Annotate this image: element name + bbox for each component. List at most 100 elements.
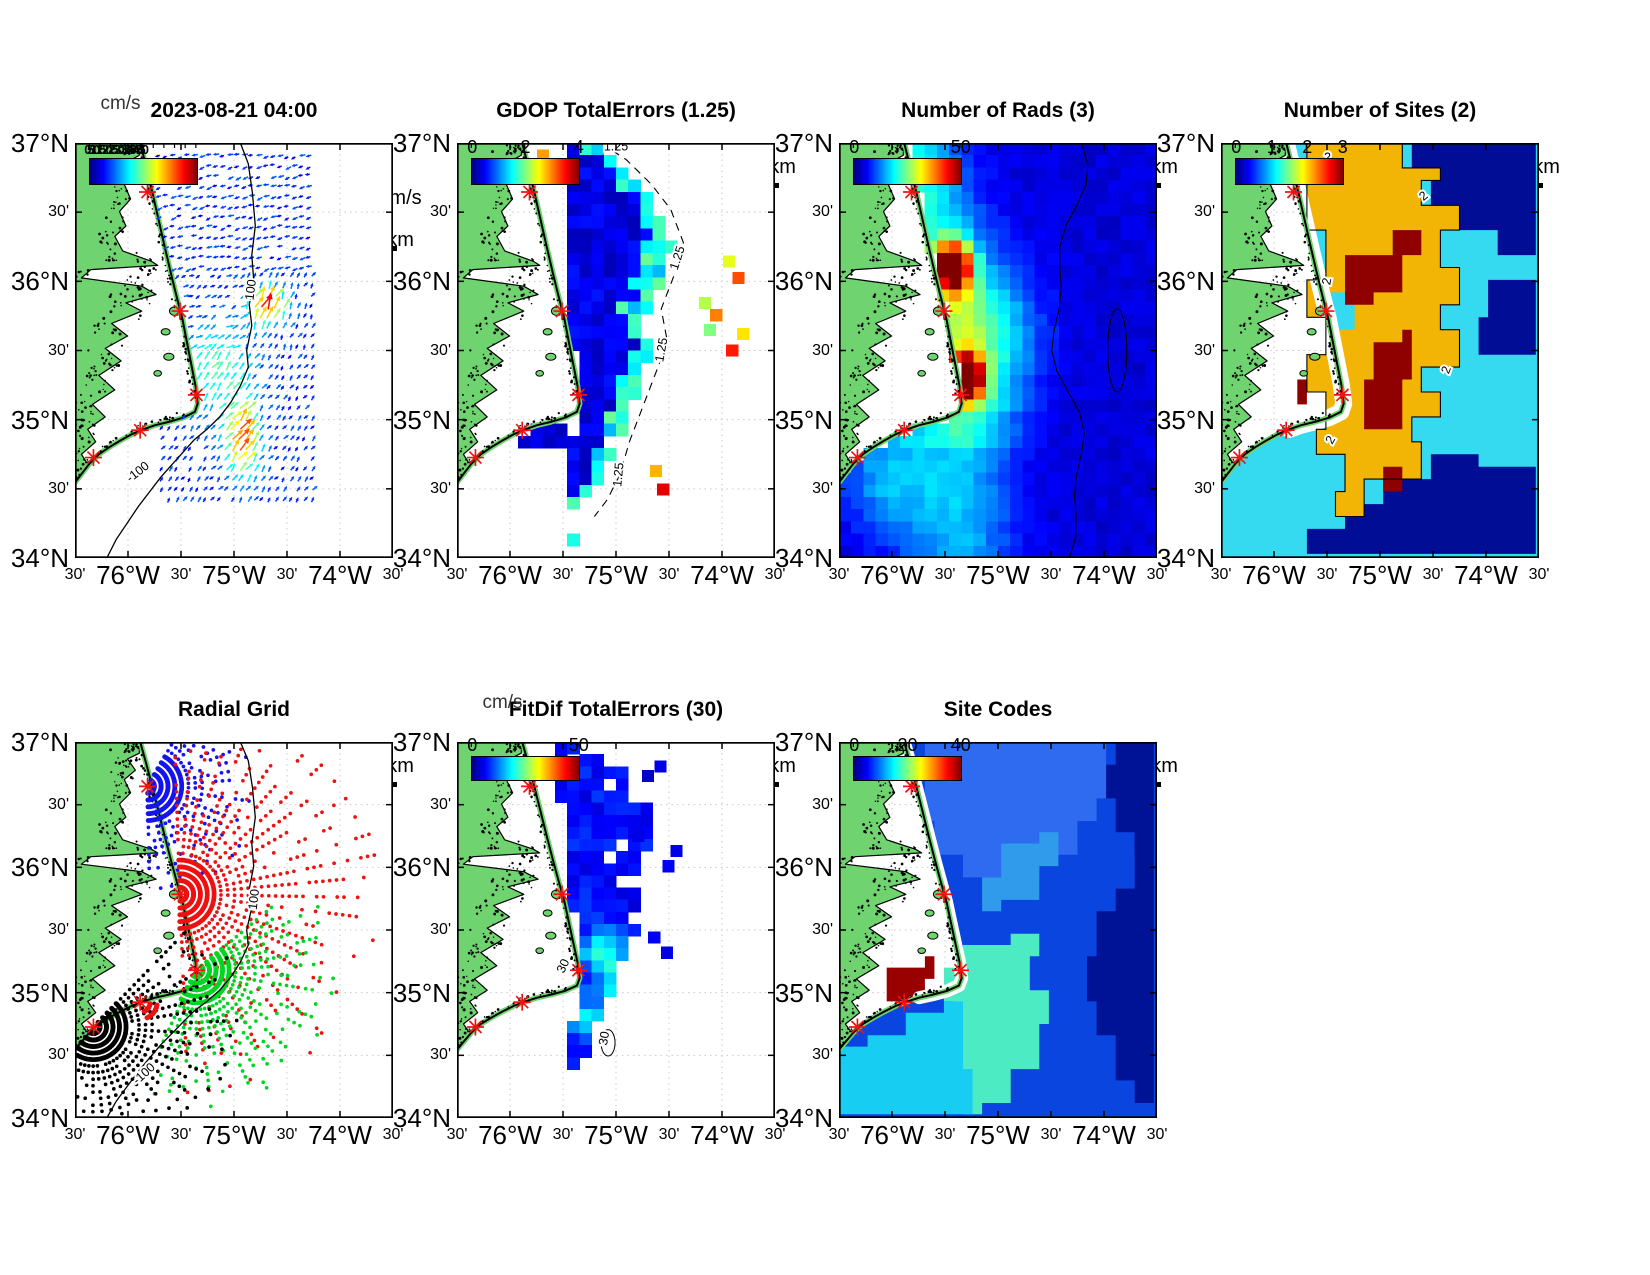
panel-title: Radial Grid <box>177 698 291 721</box>
x-axis-tick-label: 30' <box>764 1126 786 1143</box>
colorbar-tick-label: 2 <box>520 136 531 157</box>
x-axis-tick-label: 30' <box>64 1126 86 1143</box>
colorbar-tick-label: 50 <box>568 734 589 755</box>
panel-number-of-rads: Number of Rads (3) 10 km 05037°N30'36°N3… <box>775 99 1178 589</box>
number-of-sites-map: 22222 <box>1221 143 1539 558</box>
contour-label: 1.25 <box>610 462 626 488</box>
y-axis-tick-label: 37°N <box>774 727 833 757</box>
colorbar-tick-label: 0 <box>1231 136 1242 157</box>
colorbar-tick-label: 40 <box>950 734 971 755</box>
x-axis-tick-label: 30' <box>1146 1126 1168 1143</box>
y-axis-tick-label: 30' <box>1194 479 1215 497</box>
y-axis-tick-label: 36°N <box>1156 266 1215 297</box>
panel-site-codes: Site Codes 10 km 0204037°N30'36°N30'35°N… <box>775 698 1178 1149</box>
y-axis-tick-label: 36°N <box>392 266 451 297</box>
colorbar-tick-label: 4 <box>573 136 584 157</box>
radar-site-markers <box>848 183 969 467</box>
x-axis-tick-label: 30' <box>828 1126 850 1143</box>
x-axis-tick-label: 30' <box>658 1126 680 1143</box>
grid-lines <box>75 143 393 558</box>
x-axis-tick-label: 76°W <box>860 560 924 590</box>
y-axis-tick-label: 35°N <box>392 977 451 1008</box>
y-axis-tick-label: 30' <box>812 203 833 221</box>
coastline-land <box>1221 143 1347 486</box>
y-axis-tick-label: 35°N <box>10 977 69 1008</box>
y-axis-tick-label: 30' <box>48 1046 69 1064</box>
y-axis-tick-label: 34°N <box>10 1103 69 1133</box>
x-axis-tick-label: 30' <box>446 1126 468 1143</box>
x-axis-tick-label: 30' <box>446 566 468 583</box>
x-axis-tick-label: 30' <box>64 566 86 583</box>
y-axis-tick-label: 34°N <box>392 1103 451 1133</box>
y-axis-tick-label: 30' <box>812 921 833 938</box>
contour-label: 2 <box>1324 151 1331 165</box>
panel-gdop-total-errors: GDOP TotalErrors (1.25) 10 km 1.251.251.… <box>393 99 796 589</box>
y-axis-tick-label: 30' <box>812 795 833 813</box>
panel-title: Number of Sites (2) <box>1283 99 1477 122</box>
colorbar-tick-label: 50 <box>950 136 971 157</box>
colorbar: 0 20 40 <box>849 735 971 781</box>
x-axis-tick-label: 30' <box>382 566 404 583</box>
y-axis-tick-label: 30' <box>1194 341 1215 359</box>
x-axis-tick-label: 75°W <box>1348 560 1412 590</box>
panel-title: GDOP TotalErrors (1.25) <box>496 99 736 122</box>
y-axis-tick-label: 30' <box>48 341 69 359</box>
y-axis-tick-label: 37°N <box>1156 128 1215 158</box>
y-axis-tick-label: 34°N <box>392 543 451 573</box>
y-axis-tick-label: 35°N <box>10 404 69 435</box>
x-axis-tick-label: 76°W <box>860 1120 924 1150</box>
x-axis-tick-label: 74°W <box>308 560 372 590</box>
axis-frame <box>839 143 1157 558</box>
x-axis-tick-label: 75°W <box>584 560 648 590</box>
coastline-land <box>75 742 201 1053</box>
y-axis-tick-label: 34°N <box>774 543 833 573</box>
colorbar-units-label: cm/s <box>482 692 523 713</box>
x-axis-tick-label: 74°W <box>308 1120 372 1150</box>
colorbar: 0 2 4 <box>467 137 584 185</box>
x-axis-tick-label: 75°W <box>202 560 266 590</box>
radial-grid-map: 100-100 <box>75 742 393 1118</box>
panel-title: 2023-08-21 04:00 <box>150 99 318 122</box>
y-axis-tick-label: 35°N <box>1156 404 1215 435</box>
x-axis-tick-label: 30' <box>276 566 298 583</box>
y-axis-tick-label: 36°N <box>392 852 451 883</box>
y-axis-tick-label: 34°N <box>1156 543 1215 573</box>
contour-label: 1.25 <box>652 337 670 363</box>
y-axis-tick-label: 30' <box>430 203 451 221</box>
x-axis-tick-label: 74°W <box>1072 1120 1136 1150</box>
x-axis-tick-label: 30' <box>934 566 956 583</box>
x-axis-tick-label: 30' <box>764 566 786 583</box>
panel-number-of-sites: Number of Sites (2) 10 km 22222 012337°N… <box>1157 99 1560 589</box>
x-axis-tick-label: 76°W <box>96 560 160 590</box>
colorbar-tick-label: 3 <box>1337 136 1348 157</box>
colorbar-tick-label: 0 <box>849 136 860 157</box>
x-axis-tick-label: 74°W <box>1454 560 1518 590</box>
y-axis-tick-label: 35°N <box>774 404 833 435</box>
y-axis-tick-label: 30' <box>430 921 451 938</box>
y-axis-tick-label: 36°N <box>10 852 69 883</box>
y-axis-tick-label: 30' <box>48 921 69 938</box>
y-axis-tick-label: 30' <box>430 1046 451 1064</box>
panel-title: Site Codes <box>943 698 1053 721</box>
y-axis-tick-label: 36°N <box>774 266 833 297</box>
y-axis-tick-label: 30' <box>48 795 69 813</box>
y-axis-tick-label: 30' <box>1194 203 1215 221</box>
panel-title: Number of Rads (3) <box>901 99 1095 122</box>
y-axis-tick-label: 30' <box>812 479 833 497</box>
x-axis-tick-label: 30' <box>658 566 680 583</box>
colorbar: 0 50 <box>849 137 971 185</box>
colorbar: 0 50 <box>467 735 589 781</box>
radar-site-markers <box>466 183 587 467</box>
currents-map: 100-100 <box>75 143 393 558</box>
y-axis-tick-label: 30' <box>48 203 69 221</box>
y-axis-tick-label: 37°N <box>774 128 833 158</box>
radar-site-markers <box>1230 183 1351 467</box>
x-axis-tick-label: 30' <box>934 1126 956 1143</box>
x-axis-tick-label: 30' <box>1210 566 1232 583</box>
coastline-land <box>839 143 965 486</box>
radial-grid-fan <box>145 904 335 1109</box>
grid-lines <box>457 143 775 558</box>
contour-label: 30 <box>596 1030 612 1046</box>
coastline-land <box>839 742 965 1053</box>
